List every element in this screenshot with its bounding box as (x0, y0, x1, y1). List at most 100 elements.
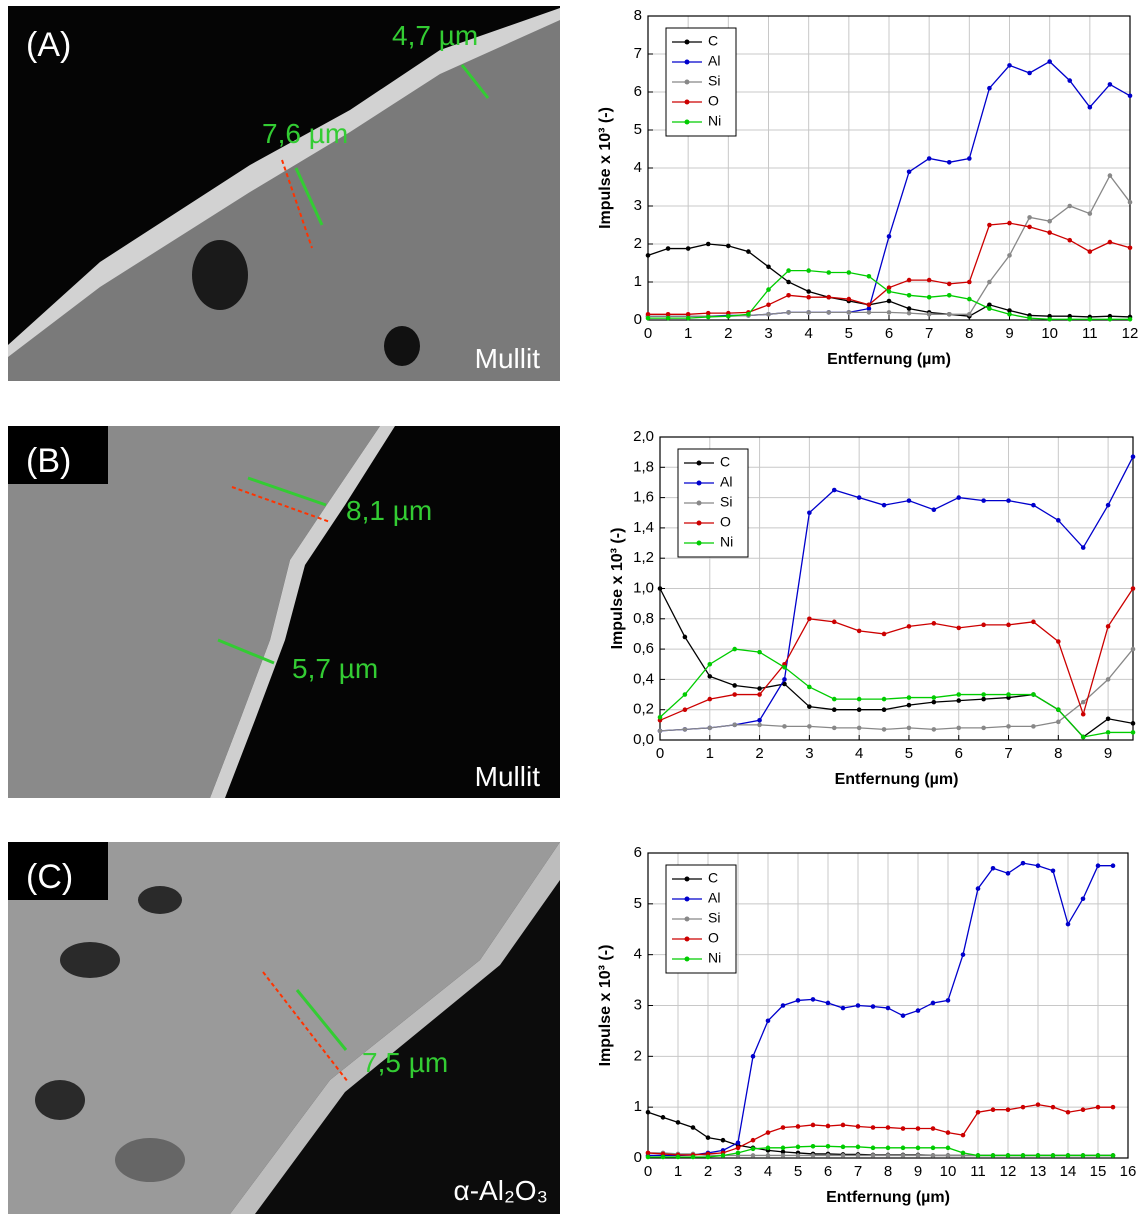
data-point (846, 310, 852, 315)
y-tick-label: 1 (634, 273, 642, 290)
data-point (645, 253, 651, 258)
data-point (766, 264, 771, 270)
legend-marker (696, 460, 702, 466)
data-point (1105, 624, 1111, 629)
data-point (906, 306, 912, 311)
data-point (1006, 622, 1011, 628)
x-tick-label: 7 (925, 325, 933, 342)
panel-label: (B) (26, 442, 71, 480)
data-point (795, 1124, 801, 1129)
data-point (987, 306, 992, 311)
data-point (855, 1003, 861, 1008)
data-point (806, 268, 811, 273)
data-point (1047, 230, 1052, 235)
data-point (1007, 220, 1012, 226)
data-point (732, 683, 737, 688)
x-tick-label: 11 (1082, 325, 1098, 342)
data-point (1080, 1107, 1086, 1113)
legend-label: Ni (708, 113, 721, 129)
data-point (975, 1109, 981, 1115)
data-point (1006, 692, 1011, 697)
data-point (707, 725, 713, 731)
data-point (906, 498, 912, 503)
data-point (906, 169, 912, 175)
data-point (1056, 719, 1061, 725)
data-point (1127, 93, 1133, 99)
data-point (795, 1153, 801, 1158)
data-point (881, 696, 887, 702)
legend-marker (696, 480, 702, 486)
data-point (975, 1153, 981, 1158)
data-point (1127, 199, 1133, 205)
data-point (1110, 1153, 1116, 1158)
data-point (657, 728, 663, 734)
data-point (1005, 1153, 1011, 1158)
data-point (732, 722, 737, 728)
legend-label: Ni (708, 950, 721, 966)
x-tick-label: 2 (755, 745, 763, 762)
data-point (946, 312, 952, 317)
data-point (956, 692, 962, 697)
data-point (840, 1122, 846, 1128)
data-point (846, 270, 852, 275)
data-point (757, 649, 762, 655)
data-point (1107, 316, 1113, 322)
data-point (881, 631, 887, 637)
data-point (780, 1125, 786, 1130)
data-point (795, 998, 801, 1003)
data-point (765, 1153, 771, 1158)
data-point (1050, 1104, 1056, 1110)
data-point (945, 1130, 951, 1135)
data-point (946, 160, 952, 165)
data-point (685, 312, 691, 317)
x-tick-label: 0 (644, 1163, 652, 1180)
data-point (967, 296, 972, 302)
data-point (931, 621, 937, 626)
data-line (659, 648, 1133, 738)
y-tick-label: 0 (634, 1149, 642, 1166)
x-tick-label: 8 (1054, 745, 1062, 762)
data-point (886, 310, 892, 315)
data-point (1056, 518, 1061, 523)
x-tick-label: 1 (706, 745, 714, 762)
data-point (707, 661, 713, 667)
data-point (1005, 871, 1011, 876)
y-tick-label: 1,0 (633, 579, 654, 596)
data-line (659, 588, 1134, 721)
data-point (750, 1153, 756, 1158)
data-point (766, 302, 771, 308)
x-tick-label: 9 (1104, 745, 1112, 762)
data-point (831, 725, 837, 731)
data-point (967, 312, 972, 317)
data-point (866, 306, 872, 311)
data-point (657, 586, 663, 591)
plot-frame (647, 852, 1129, 1159)
data-point (1087, 316, 1093, 322)
data-point (786, 293, 791, 298)
x-tick-label: 8 (884, 1163, 892, 1180)
x-tick-label: 15 (1090, 1163, 1107, 1180)
x-tick-label: 16 (1120, 1163, 1137, 1180)
data-point (665, 312, 671, 317)
data-point (782, 681, 787, 687)
data-point (1065, 1153, 1071, 1158)
data-point (870, 1125, 876, 1130)
data-point (735, 1150, 741, 1156)
data-point (855, 1144, 861, 1150)
data-point (682, 692, 688, 697)
data-point (990, 865, 996, 871)
panel-label: (A) (26, 26, 71, 64)
data-point (886, 234, 892, 239)
data-point (1067, 316, 1073, 322)
data-point (926, 277, 932, 283)
data-point (645, 315, 651, 321)
data-point (810, 1144, 816, 1149)
data-point (915, 1008, 921, 1013)
data-point (956, 725, 962, 731)
data-point (926, 156, 932, 161)
data-point (831, 696, 837, 702)
data-point (705, 314, 711, 320)
data-point (685, 246, 691, 251)
data-point (795, 1144, 801, 1150)
legend-marker (684, 876, 690, 882)
